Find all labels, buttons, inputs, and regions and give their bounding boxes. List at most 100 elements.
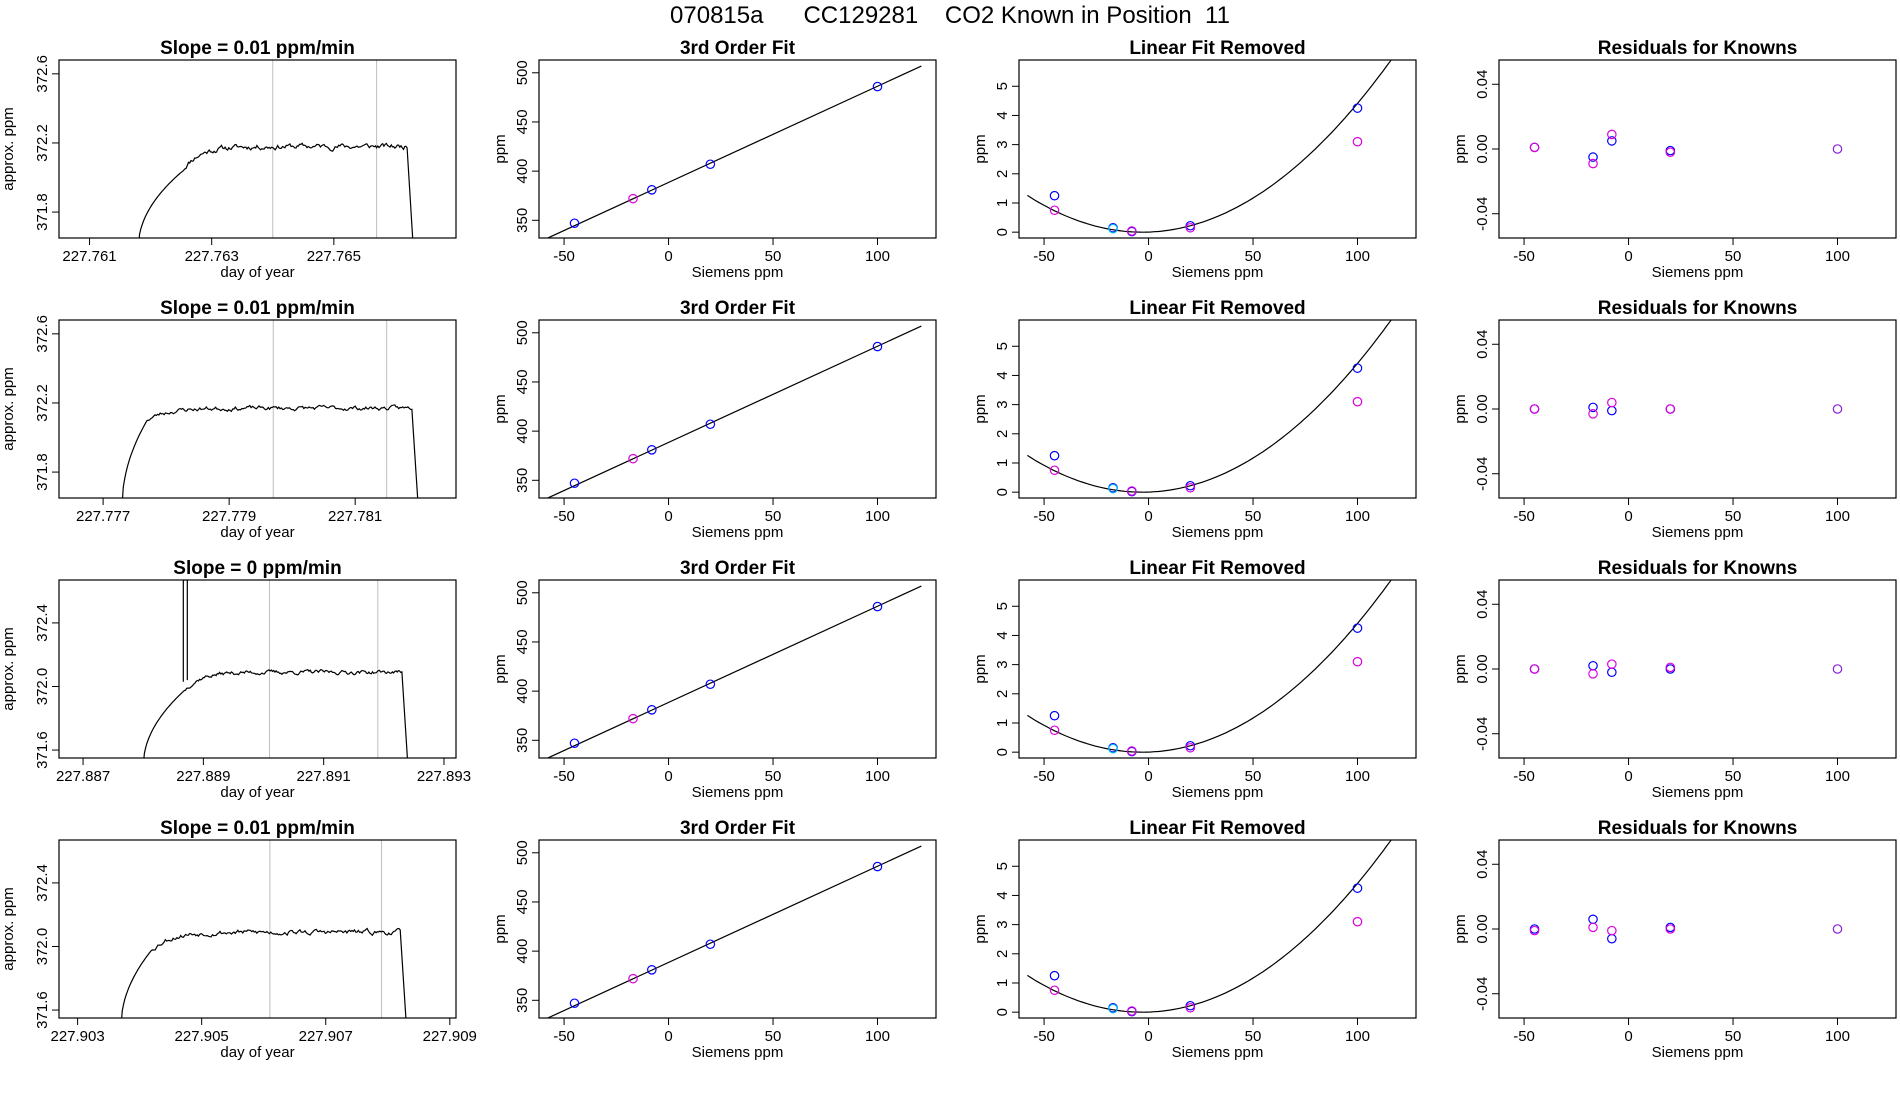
y-tick-label: 372.4 xyxy=(34,864,51,902)
data-point xyxy=(647,705,657,715)
y-axis-label: ppm xyxy=(972,134,989,163)
data-layer xyxy=(547,585,922,758)
panel-title: Slope = 0 ppm/min xyxy=(173,558,341,579)
y-tick-label: 350 xyxy=(514,988,531,1013)
data-point xyxy=(872,861,883,872)
y-tick-label: 0.00 xyxy=(1474,914,1491,943)
x-tick-label: 0 xyxy=(664,1028,672,1045)
x-axis-label: Siemens ppm xyxy=(1652,524,1744,541)
data-point xyxy=(628,193,638,204)
data-point xyxy=(1588,922,1598,933)
x-tick-label: 100 xyxy=(1345,248,1370,265)
plot-frame xyxy=(1498,579,1897,759)
x-axis-label: Siemens ppm xyxy=(1652,264,1744,281)
fit-curve xyxy=(1027,840,1392,1013)
figure-title: 070815a CC129281 CO2 Known in Position 1… xyxy=(670,2,1230,29)
y-tick-label: 400 xyxy=(514,419,531,444)
y-tick-label: 450 xyxy=(514,369,531,394)
co2-trace xyxy=(121,927,407,1018)
y-tick-label: 3 xyxy=(994,140,1011,148)
x-tick-label: 227.777 xyxy=(76,508,130,525)
panel-title: 3rd Order Fit xyxy=(680,558,796,579)
y-axis-label: ppm xyxy=(492,654,509,683)
data-point xyxy=(1607,925,1617,936)
x-axis-label: day of year xyxy=(220,524,294,541)
data-layer xyxy=(547,65,922,238)
panel-r2-c1: Slope = 0.01 ppm/min 227.777 227.779 227.78… xyxy=(0,298,457,541)
data-point xyxy=(569,478,580,489)
data-point xyxy=(647,965,657,975)
x-axis-label: day of year xyxy=(220,264,294,281)
data-point xyxy=(1352,396,1363,407)
y-axis-label: approx. ppm xyxy=(0,627,17,710)
x-tick-label: 0 xyxy=(664,248,672,265)
data-point xyxy=(569,738,580,749)
x-axis-label: Siemens ppm xyxy=(1172,524,1264,541)
data-layer xyxy=(1027,60,1392,237)
x-tick-label: 100 xyxy=(865,508,890,525)
x-tick-label: 227.909 xyxy=(423,1028,477,1045)
data-point xyxy=(1529,664,1540,674)
data-point xyxy=(872,81,883,92)
x-tick-label: 50 xyxy=(765,1028,782,1045)
data-point xyxy=(1185,1002,1196,1013)
plot-frame xyxy=(1498,59,1897,239)
y-tick-label: 0.04 xyxy=(1474,330,1491,359)
x-tick-label: 50 xyxy=(1725,1028,1742,1045)
x-tick-label: 50 xyxy=(1725,768,1742,785)
y-axis-label: approx. ppm xyxy=(0,107,17,190)
y-tick-label: 0 xyxy=(994,1008,1011,1016)
fit-curve xyxy=(1027,60,1392,233)
x-tick-label: 50 xyxy=(765,248,782,265)
panel-r2-c4: Residuals for Knowns -50 0 50 100 Siemens ppm… xyxy=(1452,298,1897,541)
data-point xyxy=(628,713,638,724)
data-point xyxy=(1832,144,1843,154)
data-point xyxy=(628,973,638,984)
data-point xyxy=(628,453,638,464)
data-point xyxy=(1352,656,1363,667)
y-tick-label: 371.6 xyxy=(34,731,51,769)
y-tick-label: 2 xyxy=(994,950,1011,958)
data-point xyxy=(1529,142,1540,153)
co2-trace xyxy=(138,142,414,238)
y-tick-label: 350 xyxy=(514,208,531,233)
y-axis-label: ppm xyxy=(492,134,509,163)
y-tick-label: 5 xyxy=(994,862,1011,870)
panel-r2-c2: 3rd Order Fit -50 0 50 100 Siemens ppm 350 400 4… xyxy=(492,298,937,541)
y-tick-label: 372.2 xyxy=(34,124,51,162)
y-tick-label: -0.04 xyxy=(1474,457,1491,491)
panel-r3-c1: Slope = 0 ppm/min 227.887 227.889 227.891 22… xyxy=(0,558,471,801)
y-tick-label: 400 xyxy=(514,679,531,704)
panel-r1-c3: Linear Fit Removed -50 0 50 100 Siemens ppm 0 1… xyxy=(972,38,1417,281)
y-tick-label: 400 xyxy=(514,159,531,184)
x-tick-label: -50 xyxy=(1513,1028,1535,1045)
y-tick-label: 2 xyxy=(994,430,1011,438)
x-tick-label: 0 xyxy=(664,508,672,525)
data-layer xyxy=(547,845,922,1018)
panel-title: Slope = 0.01 ppm/min xyxy=(160,298,355,319)
y-axis-label: approx. ppm xyxy=(0,887,17,970)
panel-title: 3rd Order Fit xyxy=(680,38,796,59)
data-point xyxy=(1049,450,1060,461)
x-tick-label: 227.891 xyxy=(297,768,351,785)
data-point xyxy=(1352,136,1363,147)
data-point xyxy=(1352,363,1363,373)
data-point xyxy=(1588,669,1598,679)
y-axis-label: approx. ppm xyxy=(0,367,17,450)
y-tick-label: -0.04 xyxy=(1474,717,1491,751)
y-tick-label: 1 xyxy=(994,199,1011,207)
data-point xyxy=(1185,482,1196,493)
x-axis-label: day of year xyxy=(220,784,294,801)
data-point xyxy=(647,185,657,195)
x-axis-label: Siemens ppm xyxy=(692,784,784,801)
x-tick-label: 227.889 xyxy=(176,768,230,785)
co2-trace xyxy=(143,668,408,758)
y-tick-label: 372.6 xyxy=(34,55,51,93)
x-tick-label: -50 xyxy=(1033,248,1055,265)
data-layer xyxy=(1529,659,1843,679)
x-tick-label: 227.887 xyxy=(56,768,110,785)
y-tick-label: 372.6 xyxy=(34,315,51,353)
data-point xyxy=(1607,933,1617,944)
data-point xyxy=(1588,409,1598,419)
